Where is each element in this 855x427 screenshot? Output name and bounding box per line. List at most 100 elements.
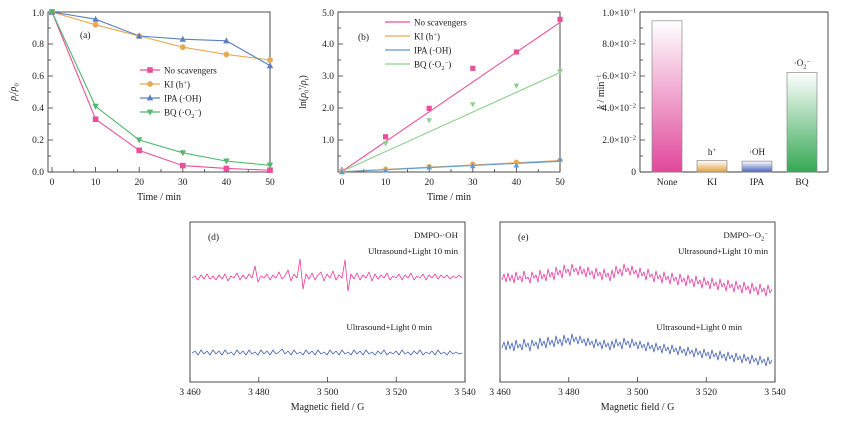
panel-c-xtick-ipa: IPA [750,178,765,188]
panel-b-xtick-1: 10 [381,178,391,188]
panel-b-points [339,16,563,175]
panel-c-xtick-ki: KI [707,178,717,188]
panel-c-plot: (c) 0 2.0×10− [596,8,829,188]
panel-b-xtick-3: 30 [468,178,478,188]
panel-a-xtick-1: 10 [91,178,101,188]
panel-c: (c) 0 2.0×10− [580,0,855,215]
legend-ki-main: KI (h [164,79,184,89]
panel-d: (d) DMPO-·OH Ultrasound+Light 10 min Ult… [170,212,490,427]
panel-e: (e) DMPO-·O2− Ultrasound+Light 10 min Ul… [480,212,800,427]
panel-c-bars [651,20,818,173]
panel-a-ylabel-den: 0 [14,83,21,87]
legend-item-no-scavengers: No scavengers [140,65,217,75]
c-y1-times: × [614,136,619,146]
panel-a-xlabel: Time / min [137,192,181,203]
panel-c-ytick-0: 0 [631,168,636,178]
fit-ipa [341,160,561,173]
panel-b-ytick-0: 1.0 [322,136,334,146]
fit-no-scavengers [341,21,561,172]
panel-d-trace-top-label: Ultrasound+Light 10 min [368,246,459,256]
panel-a-ylabel-rho2: ρ [8,86,19,92]
c-y4-base: 10 [619,40,629,50]
panel-a-ylabel-slash: / [8,91,19,94]
legend-b-label-ipa: IPA (·OH) [414,45,451,55]
panel-b-legend: No scavengers KI (h+) IPA (·OH) [385,17,467,72]
points-ipa [339,156,563,175]
c-y0-mant: 0 [631,168,636,178]
panel-e-trace-0min [501,333,773,367]
panel-b-yl-subt: t [304,78,311,80]
legend-label-no-scavengers: No scavengers [164,65,217,75]
panel-e-xtick-0: 3 460 [489,388,511,398]
panel-b-ylabel: ln(ρ0'/ρt) [298,75,311,109]
panel-b-ytick-3: 4.0 [322,40,334,50]
panel-b-yl-rho2: ρ [298,80,309,86]
panel-a-yaxis: 0.0 0.2 0.4 0.6 0.8 1.0 [32,9,53,178]
fit-bq [341,71,561,172]
panel-b-yaxis: 1.0 2.0 3.0 4.0 5.0 [322,9,343,157]
panel-b-yl-slash: / [298,85,309,88]
panel-b-yl-prime: ' [298,88,309,90]
panel-e-xtick-1: 3 480 [558,388,580,398]
legend-bq-main: BQ (·O [164,107,192,117]
panel-d-trace-0min [191,348,463,356]
legend-label-bq: BQ (·O2−) [164,107,201,120]
panel-e-xlabel: Magnetic field / G [601,402,675,413]
panel-a-ytick-5: 1.0 [32,9,44,19]
panel-a-ylabel: ρt/ρ0 [8,83,21,102]
panel-a-ylabel-rho1: ρ [8,96,19,102]
legend-bq-sup: − [195,108,199,115]
panel-b: (b) 1.0 2.0 3.0 4.0 5.0 [290,0,580,215]
panel-e-xtick-4: 3 540 [764,388,786,398]
panel-d-xtick-2: 3 500 [317,388,339,398]
panel-a-xtick-4: 40 [222,178,232,188]
c-y5-exp: −1 [629,8,636,15]
bar-ipa [741,160,773,173]
panel-d-trace-bottom-label: Ultrasound+Light 0 min [346,322,432,332]
bar-label-bq: ·O2− [794,58,811,71]
panel-b-yl-ln: ln( [298,97,309,109]
panel-c-yl-exp: −1 [596,75,603,82]
legend-item-ki: KI (h+) [140,79,190,89]
panel-a-ytick-3: 0.6 [32,72,44,82]
panel-b-xtick-0: 0 [340,178,345,188]
c-y1-exp: −2 [629,135,636,142]
legend-ki-tail: ) [187,79,190,89]
panel-c-ytick-2: 4.0×10−2 [602,103,636,115]
svg-text:ln(ρ0'/ρt): ln(ρ0'/ρt) [298,75,311,109]
c-y3-mant: 6.0 [602,72,614,82]
panel-a-xtick-2: 20 [134,178,144,188]
markers-bq [48,9,274,169]
panel-d-plot: (d) DMPO-·OH Ultrasound+Light 10 min Ult… [179,221,476,413]
panel-b-xaxis: 0 10 20 30 40 50 Time / min [340,167,565,203]
panel-b-xlabel: Time / min [427,192,471,203]
panel-d-xtick-1: 3 480 [248,388,270,398]
bar-none [651,20,683,173]
legend-b-item-ki: KI (h+) [385,31,440,41]
panel-b-yl-rho1: ρ [298,93,309,99]
panel-b-yl-sub0: 0 [304,89,311,93]
bar-bq [786,72,818,173]
panel-a-ytick-2: 0.4 [32,104,44,114]
panel-d-xaxis: 3 460 3 480 3 500 3 520 3 540 Magnetic f… [179,377,476,413]
c-y4-exp: −2 [629,39,636,46]
panel-e-species: DMPO-·O2− [723,230,768,243]
c-y4-times: × [614,40,619,50]
panel-e-trace-10min [501,263,773,297]
panel-a-plot: (a) 0.0 0.2 0.4 0.6 0.8 1.0 [8,8,275,203]
c-y3-exp: −2 [629,71,636,78]
legend-b-item-bq: BQ (·O2−) [385,59,451,72]
panel-c-ytick-1: 2.0×10−2 [602,135,636,147]
series-bq [51,11,271,166]
legend-b-item-no-scavengers: No scavengers [385,17,467,27]
panel-d-xtick-0: 3 460 [179,388,201,398]
panel-c-xticklabels: None KI IPA BQ [657,178,809,188]
panel-b-xtick-5: 50 [555,178,565,188]
c-y3-base: 10 [619,72,629,82]
legend-b-bq-main: BQ (·O [414,59,442,69]
panel-e-species-sup: − [764,231,768,238]
panel-c-yaxis: 0 2.0×10−2 4.0×10−2 6.0×10−2 8.0×10−2 [602,8,645,178]
legend-item-bq: BQ (·O2−) [140,107,201,120]
legend-b-bq-sup: − [445,60,449,67]
